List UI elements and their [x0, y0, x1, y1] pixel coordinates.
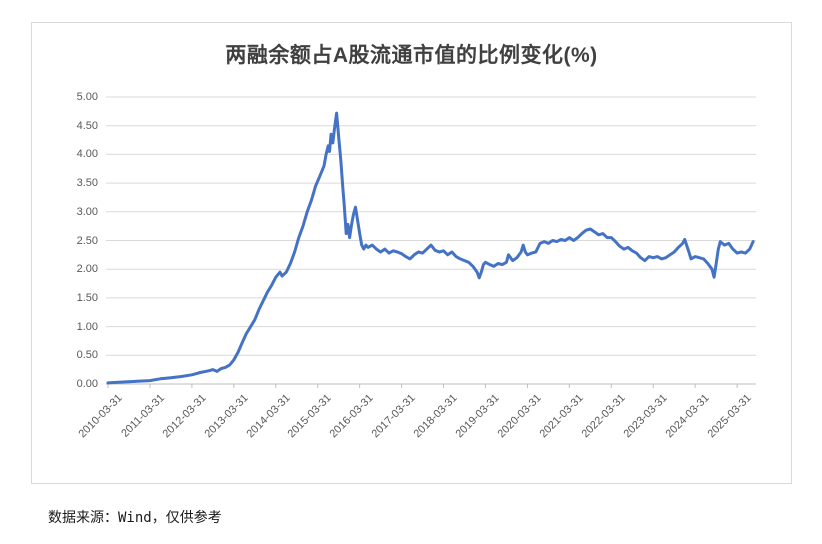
- chart-title: 两融余额占A股流通市值的比例变化(%): [225, 44, 598, 67]
- line-chart-plot: [106, 96, 756, 388]
- y-axis-label: 5.00: [76, 91, 98, 103]
- chart-frame: 两融余额占A股流通市值的比例变化(%) 0.00 0.50 1.00 1.50 2.00…: [31, 22, 792, 484]
- y-axis-label: 4.50: [76, 119, 98, 132]
- margin-ratio-line-series: [106, 111, 755, 385]
- y-axis-label: 0.50: [76, 349, 98, 362]
- y-axis-label: 3.50: [76, 177, 98, 190]
- y-axis-label: 1.50: [76, 291, 98, 304]
- y-axis-label: 3.00: [76, 205, 98, 218]
- y-axis-label: 2.50: [76, 234, 98, 247]
- y-axis-label: 1.00: [76, 320, 98, 333]
- data-source-note: 数据来源：Wind，仅供参考: [48, 510, 222, 526]
- y-axis-label: 0.00: [76, 378, 98, 390]
- y-axis-label: 2.00: [76, 263, 98, 276]
- y-axis-label: 4.00: [76, 148, 98, 161]
